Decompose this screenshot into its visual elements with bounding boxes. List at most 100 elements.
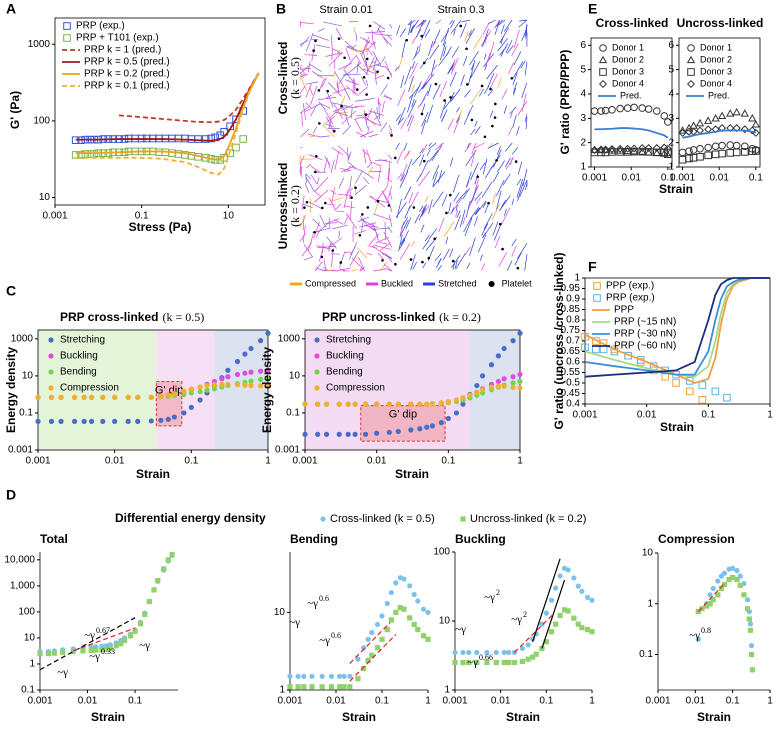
marker: [146, 598, 152, 605]
fiber: [440, 30, 449, 43]
y-tick-label: 0.95: [561, 283, 581, 294]
marker: [88, 418, 95, 424]
marker: [548, 597, 555, 603]
y-tick-label: 0.001: [8, 445, 33, 456]
fiber: [420, 224, 425, 233]
marker: [345, 401, 351, 407]
fiber: [339, 251, 346, 268]
marker: [365, 636, 371, 642]
network-image: [300, 143, 392, 271]
marker: [710, 585, 716, 592]
fiber: [417, 98, 426, 109]
marker: [579, 588, 585, 594]
marker: [48, 418, 55, 424]
fiber: [464, 246, 471, 255]
x-tick-label: 1: [767, 696, 773, 707]
marker: [88, 647, 94, 654]
fiber: [482, 222, 494, 239]
fiber: [401, 174, 405, 181]
fiber: [407, 114, 413, 127]
marker: [188, 404, 194, 410]
fiber: [305, 83, 312, 98]
fiber: [399, 243, 411, 260]
marker: [388, 617, 394, 623]
fiber: [363, 117, 381, 127]
fiber: [505, 157, 514, 170]
fiber: [525, 117, 528, 130]
platelet: [320, 206, 324, 210]
fiber: [305, 174, 308, 184]
fiber: [312, 218, 321, 227]
fiber: [302, 225, 306, 244]
legend-label: PRP k = 0.5 (pred.): [84, 57, 170, 68]
fiber: [466, 262, 471, 269]
marker: [704, 151, 712, 160]
y-tick-label: 4: [580, 89, 586, 100]
marker: [711, 113, 720, 122]
annotation-exponent: 0.8: [701, 626, 711, 635]
fiber: [449, 19, 454, 25]
platelet: [340, 104, 343, 108]
fiber: [305, 102, 312, 109]
marker: [181, 388, 187, 394]
marker: [748, 126, 757, 135]
fiber: [424, 195, 429, 203]
marker: [598, 79, 608, 89]
fiber: [336, 82, 339, 92]
marker: [204, 382, 210, 389]
marker: [685, 154, 693, 163]
fiber: [326, 116, 335, 134]
marker: [644, 148, 653, 156]
fiber: [399, 171, 409, 188]
fiber: [373, 201, 380, 216]
panel-label: D: [6, 487, 16, 503]
marker: [533, 651, 539, 657]
fiber: [502, 173, 511, 186]
marker: [466, 659, 472, 666]
fiber: [472, 178, 479, 198]
y-tick-label: 5: [668, 64, 674, 75]
marker: [319, 673, 325, 679]
fiber: [344, 188, 354, 196]
series-line: [532, 558, 561, 642]
fiber: [304, 182, 310, 193]
marker: [408, 427, 414, 433]
fiber: [511, 245, 517, 257]
marker: [652, 144, 661, 153]
legend-label: Donor 1: [700, 42, 732, 52]
shaded-region: [305, 330, 470, 450]
fiber: [505, 157, 511, 168]
fiber: [456, 107, 461, 113]
fiber: [516, 126, 520, 136]
fiber: [330, 218, 340, 223]
platelet: [501, 247, 504, 251]
fiber: [384, 253, 393, 259]
marker: [415, 627, 421, 633]
platelet: [313, 230, 316, 234]
fiber: [514, 252, 522, 266]
fiber: [510, 110, 513, 119]
fiber: [349, 250, 360, 267]
legend-label: Stretching: [60, 335, 105, 346]
y-tick-label: 1: [668, 162, 674, 173]
marker: [660, 112, 669, 120]
x-tick-label: 0.001: [670, 173, 695, 184]
marker: [148, 394, 154, 400]
marker: [698, 381, 707, 389]
fiber: [489, 154, 501, 171]
fiber: [360, 169, 374, 179]
marker: [557, 573, 563, 579]
y-tick-label: 4: [668, 89, 674, 100]
fiber: [352, 269, 358, 272]
fiber: [445, 236, 449, 245]
x-tick-label: 10: [223, 211, 235, 222]
platelet: [326, 89, 330, 93]
marker: [685, 387, 694, 396]
marker: [696, 144, 704, 153]
fiber: [305, 32, 314, 52]
fiber: [356, 131, 367, 138]
marker: [328, 673, 335, 679]
marker: [636, 356, 645, 364]
fiber: [341, 110, 357, 125]
marker: [711, 387, 720, 396]
